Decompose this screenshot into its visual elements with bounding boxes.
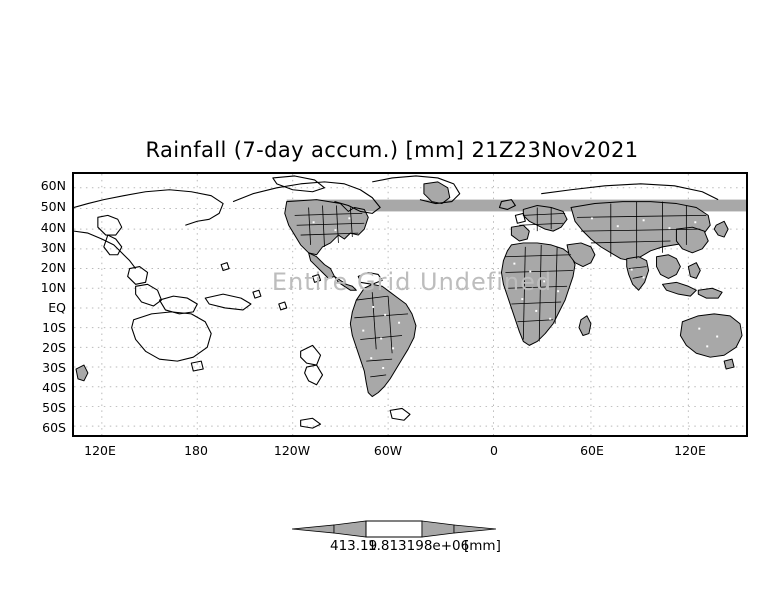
y-tick-label: 30S xyxy=(42,360,66,375)
coastlines xyxy=(74,175,719,429)
y-tick-label: 20N xyxy=(40,260,66,275)
y-tick-label: 30N xyxy=(40,240,66,255)
y-tick-label: 60N xyxy=(40,178,66,193)
y-tick-label: 40N xyxy=(40,220,66,235)
country-borders xyxy=(294,201,707,378)
x-tick-label: 120E xyxy=(674,443,706,458)
colorbar-labels: 413.19 1.813198e+06 [mm] xyxy=(192,538,596,560)
x-tick-label: 180 xyxy=(184,443,208,458)
y-tick-label: 10S xyxy=(42,320,66,335)
y-tick-label: 40S xyxy=(42,380,66,395)
x-tick-label: 120W xyxy=(273,443,311,458)
colorbar-shape xyxy=(292,520,496,538)
colorbar-min-label: 413.19 xyxy=(330,538,378,554)
x-axis: 120E 180 120W 60W 0 60E 120E xyxy=(72,443,748,465)
x-tick-label: 120E xyxy=(84,443,116,458)
x-tick-label: 0 xyxy=(490,443,498,458)
map-plot-area: Entire Grid Undefined xyxy=(72,172,748,437)
x-tick-label: 60W xyxy=(373,443,403,458)
world-map xyxy=(74,174,746,435)
data-shading-band xyxy=(286,199,746,212)
land-fill xyxy=(75,181,743,398)
y-tick-label: EQ xyxy=(48,300,66,315)
undefined-speckle xyxy=(312,217,719,370)
y-tick-label: 50S xyxy=(42,400,66,415)
y-tick-label: 60S xyxy=(42,420,66,435)
colorbar-max-label: 1.813198e+06 xyxy=(368,538,470,554)
y-tick-label: 50N xyxy=(40,199,66,214)
y-axis: 60N 50N 40N 30N 20N 10N EQ 10S 20S 30S 4… xyxy=(14,172,66,437)
y-tick-label: 20S xyxy=(42,340,66,355)
x-tick-label: 60E xyxy=(580,443,604,458)
colorbar-unit-label: [mm] xyxy=(464,538,501,554)
y-tick-label: 10N xyxy=(40,280,66,295)
colorbar[interactable] xyxy=(292,516,496,542)
page-title: Rainfall (7-day accum.) [mm] 21Z23Nov202… xyxy=(145,138,639,162)
